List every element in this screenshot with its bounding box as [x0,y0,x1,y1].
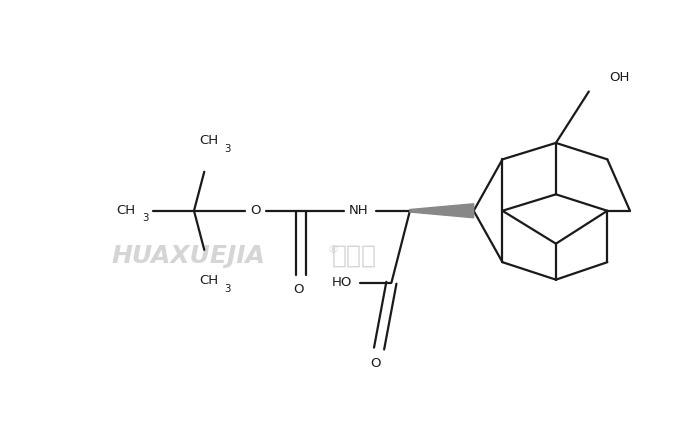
Text: O: O [371,357,381,371]
Text: O: O [294,283,304,297]
Text: ®: ® [328,245,339,255]
Text: CH: CH [199,134,218,147]
Text: 3: 3 [224,284,231,294]
Polygon shape [410,204,474,218]
Text: HO: HO [332,276,352,289]
Text: HUAXUEJIA: HUAXUEJIA [112,244,266,268]
Text: 化学加: 化学加 [332,244,377,268]
Text: 3: 3 [142,213,148,223]
Text: CH: CH [199,274,218,287]
Text: OH: OH [609,71,630,84]
Text: CH: CH [116,204,136,217]
Text: O: O [250,204,261,217]
Text: NH: NH [349,204,369,217]
Text: 3: 3 [224,144,231,154]
